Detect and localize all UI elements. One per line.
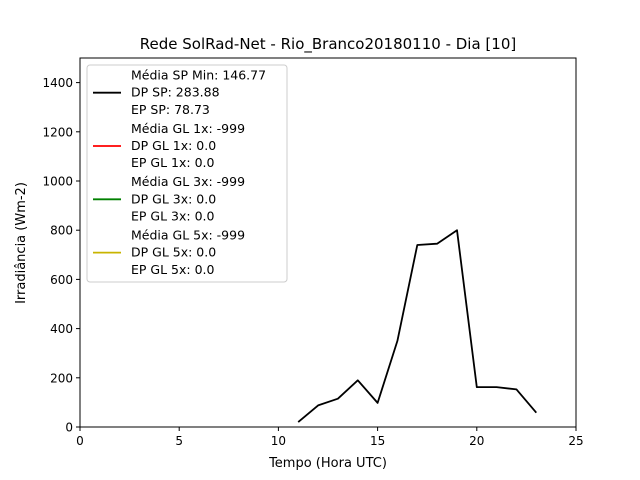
x-tick-label: 15 [370,434,385,448]
y-tick-label: 1400 [42,76,73,90]
y-tick-label: 0 [65,421,73,435]
legend-entry-text: EP SP: 78.73 [131,102,210,117]
legend-entry-text: DP GL 5x: 0.0 [131,245,216,260]
legend-entry-text: Média SP Min: 146.77 [131,68,266,83]
axis-ticks: 0 5 10 15 20 25 0 200 400 600 800 1000 1200 1400 [42,76,583,448]
x-tick-label: 0 [76,434,84,448]
y-tick-label: 1200 [42,125,73,139]
y-tick-label: 800 [50,224,73,238]
y-tick-label: 1000 [42,175,73,189]
x-axis-label: Tempo (Hora UTC) [268,456,387,471]
legend-entry-text: DP GL 1x: 0.0 [131,138,216,153]
legend-entry-text: Média GL 1x: -999 [131,121,245,136]
series-line-0 [297,229,537,423]
legend-entry-text: EP GL 5x: 0.0 [131,262,214,277]
legend-entry-text: DP GL 3x: 0.0 [131,191,216,206]
legend-entry-text: DP SP: 283.88 [131,85,220,100]
legend-entry-text: EP GL 1x: 0.0 [131,155,214,170]
legend-entry-text: EP GL 3x: 0.0 [131,209,214,224]
legend-entry-text: Média GL 5x: -999 [131,227,245,242]
series-layer [297,229,537,423]
x-tick-label: 5 [175,434,183,448]
y-axis-label: Irradiância (Wm-2) [14,182,29,304]
plot-area [79,57,577,428]
legend-entry-text: Média GL 3x: -999 [131,174,245,189]
y-tick-label: 600 [50,273,73,287]
y-tick-label: 200 [50,371,73,385]
y-tick-label: 400 [50,322,73,336]
x-tick-label: 25 [568,434,583,448]
x-tick-label: 10 [271,434,286,448]
x-tick-label: 20 [469,434,484,448]
legend: Média SP Min: 146.77 DP SP: 283.88 EP SP: … [86,64,288,283]
chart-title: Rede SolRad-Net - Rio_Branco20180110 - D… [140,35,516,54]
legend-box [86,64,288,283]
